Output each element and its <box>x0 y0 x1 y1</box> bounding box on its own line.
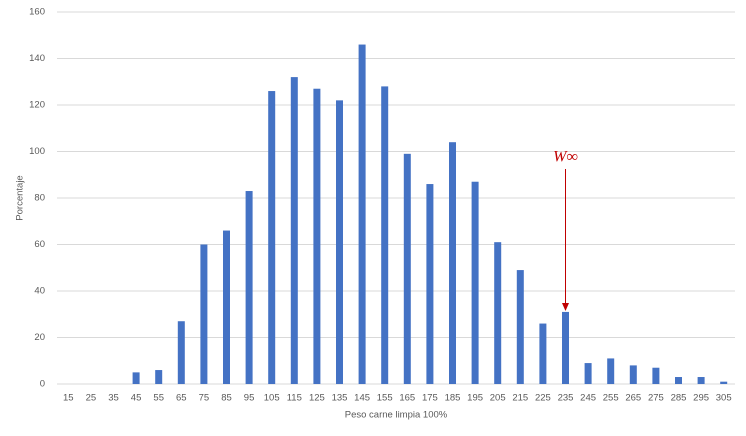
x-tick-label: 95 <box>244 393 255 404</box>
bar <box>449 142 456 384</box>
bar <box>539 323 547 384</box>
x-tick-label: 255 <box>603 393 619 404</box>
bar <box>494 242 502 384</box>
x-tick-label: 125 <box>309 393 325 404</box>
bar <box>313 88 321 384</box>
y-tick-label: 100 <box>29 146 45 157</box>
x-tick-label: 195 <box>467 393 483 404</box>
x-tick-label: 175 <box>422 393 438 404</box>
bar <box>200 244 208 384</box>
x-tick-label: 305 <box>716 393 732 404</box>
x-tick-label: 285 <box>671 393 687 404</box>
bar <box>290 77 298 384</box>
annotation-arrowhead <box>562 303 569 311</box>
x-tick-label: 105 <box>264 393 280 404</box>
x-tick-label: 165 <box>399 393 415 404</box>
bar <box>245 191 253 384</box>
y-tick-label: 40 <box>34 286 45 297</box>
x-tick-label: 205 <box>490 393 506 404</box>
x-tick-label: 55 <box>153 393 164 404</box>
bar <box>471 181 479 384</box>
bar <box>607 358 615 384</box>
bar <box>381 86 389 385</box>
x-tick-label: 225 <box>535 393 551 404</box>
y-axis-title: Porcentaje <box>15 175 26 220</box>
x-tick-label: 65 <box>176 393 187 404</box>
bar <box>629 365 637 384</box>
x-tick-label: 85 <box>221 393 232 404</box>
bar <box>132 372 140 384</box>
bar <box>562 311 569 384</box>
x-tick-label: 75 <box>199 393 210 404</box>
y-tick-label: 80 <box>34 193 45 204</box>
x-tick-label: 115 <box>287 393 302 404</box>
x-tick-label: 295 <box>693 393 709 404</box>
x-tick-label: 275 <box>648 393 664 404</box>
x-tick-label: 245 <box>580 393 596 404</box>
bar <box>358 44 366 385</box>
x-tick-label: 135 <box>332 393 348 404</box>
y-tick-label: 60 <box>34 239 45 250</box>
y-tick-label: 160 <box>29 7 45 18</box>
x-axis-title: Peso carne limpia 100% <box>345 410 448 421</box>
annotation: W∞ <box>553 149 578 166</box>
y-tick-label: 120 <box>29 100 45 111</box>
bar <box>403 153 411 384</box>
bar <box>584 363 592 384</box>
x-tick-label: 25 <box>86 393 97 404</box>
bar <box>155 370 163 384</box>
bar <box>177 321 185 384</box>
bar <box>223 230 230 384</box>
x-tick-label: 15 <box>63 393 74 404</box>
bar <box>336 100 343 384</box>
x-tick-label: 155 <box>377 393 393 404</box>
y-tick-label: 140 <box>29 53 45 64</box>
bar <box>652 367 660 384</box>
bar <box>720 381 728 384</box>
bar <box>516 270 524 384</box>
x-tick-label: 265 <box>625 393 641 404</box>
x-tick-label: 35 <box>108 393 119 404</box>
y-tick-label: 20 <box>34 332 45 343</box>
x-tick-label: 145 <box>354 393 370 404</box>
y-tick-label: 0 <box>40 379 45 390</box>
x-tick-label: 215 <box>512 393 528 404</box>
bar <box>675 377 682 384</box>
x-tick-label: 45 <box>131 393 142 404</box>
x-tick-label: 185 <box>445 393 461 404</box>
bar <box>268 91 276 385</box>
x-tick-label: 235 <box>558 393 574 404</box>
bar <box>426 184 434 384</box>
bar <box>697 377 705 384</box>
